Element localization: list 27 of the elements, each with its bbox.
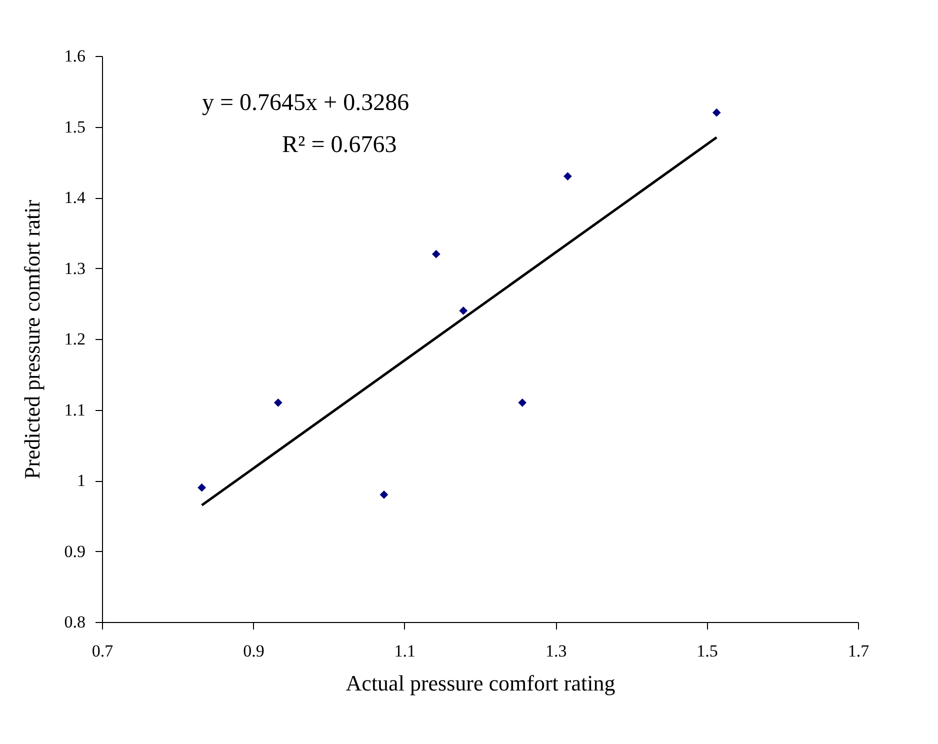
x-tick-label: 0.9 [243, 642, 264, 660]
point [380, 490, 388, 499]
annotation: y = 0.7645x + 0.3286 [202, 90, 410, 116]
point [459, 306, 468, 315]
point [432, 250, 440, 258]
annotation: R² = 0.6763 [282, 132, 397, 158]
y-tick-label: 1.2 [64, 330, 86, 348]
y-tick-label: 1.3 [64, 258, 86, 278]
x-tick-label: 1.1 [394, 642, 416, 660]
x-tick-label: 0.7 [92, 642, 114, 660]
y-tick-label: 1.4 [64, 188, 86, 207]
y-axis-title: Predicted pressure comfort ratir [19, 199, 44, 480]
x-tick-label: 1.7 [848, 642, 870, 660]
y-tick-label: 1 [77, 471, 86, 490]
point [274, 398, 282, 407]
point [518, 398, 527, 407]
y-tick-label: 0.8 [64, 612, 86, 632]
point [564, 172, 572, 180]
x-axis-title: Actual pressure comfort rating [346, 670, 616, 696]
y-tick-label: 1.6 [64, 46, 86, 66]
x-tick-label: 1.5 [696, 642, 718, 660]
y-tick-label: 1.1 [64, 400, 86, 420]
x-tick-label: 1.3 [545, 642, 567, 660]
y-tick-label: 1.5 [64, 117, 86, 136]
y-tick-label: 0.9 [64, 542, 86, 561]
point [198, 483, 206, 492]
point [712, 108, 721, 117]
